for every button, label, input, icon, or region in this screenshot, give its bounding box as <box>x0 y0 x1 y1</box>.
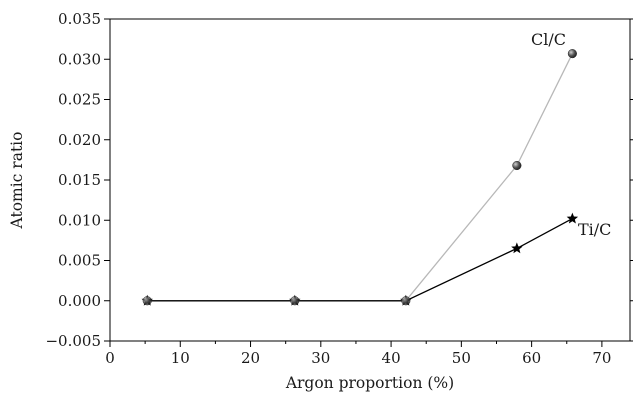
series-line-ti-c <box>147 218 573 302</box>
data-point-cl-c <box>401 296 411 306</box>
x-axis-title: Argon proportion (%) <box>285 374 454 392</box>
series-label-ti-c: Ti/C <box>578 220 611 239</box>
x-axis-ticks: 0 10 20 30 40 50 60 70 <box>105 341 611 367</box>
data-point-cl-c <box>142 296 152 306</box>
y-tick-label: 0.005 <box>58 252 101 270</box>
y-axis-ticks: −0.005 0.000 0.005 0.010 0.015 0.020 0.025 0.03… <box>45 10 633 350</box>
data-point-ti-c <box>511 242 523 254</box>
x-tick-label: 40 <box>382 349 401 367</box>
y-axis-title: Atomic ratio <box>8 132 26 230</box>
data-point-cl-c <box>512 160 522 171</box>
series-line-cl-c <box>147 53 573 302</box>
y-tick-label: 0.015 <box>58 171 101 189</box>
y-tick-label: 0.030 <box>58 50 101 68</box>
series-markers <box>141 49 579 306</box>
y-tick-label: 0.000 <box>58 292 101 310</box>
y-tick-label: −0.005 <box>45 332 101 350</box>
x-tick-label: 60 <box>522 349 541 367</box>
x-tick-label: 70 <box>592 349 611 367</box>
series-lines <box>147 53 573 302</box>
series-label-cl-c: Cl/C <box>531 30 566 49</box>
data-point-cl-c <box>290 296 300 306</box>
x-tick-label: 20 <box>241 349 260 367</box>
x-tick-label: 0 <box>105 349 115 367</box>
y-tick-label: 0.010 <box>58 211 101 229</box>
y-tick-label: 0.035 <box>58 10 101 28</box>
y-tick-label: 0.025 <box>58 91 101 109</box>
plot-frame <box>109 18 631 342</box>
x-tick-label: 30 <box>311 349 330 367</box>
data-point-ti-c <box>566 212 579 224</box>
x-tick-label: 10 <box>171 349 190 367</box>
y-tick-label: 0.020 <box>58 131 101 149</box>
x-tick-label: 50 <box>452 349 471 367</box>
data-point-cl-c <box>567 49 577 59</box>
